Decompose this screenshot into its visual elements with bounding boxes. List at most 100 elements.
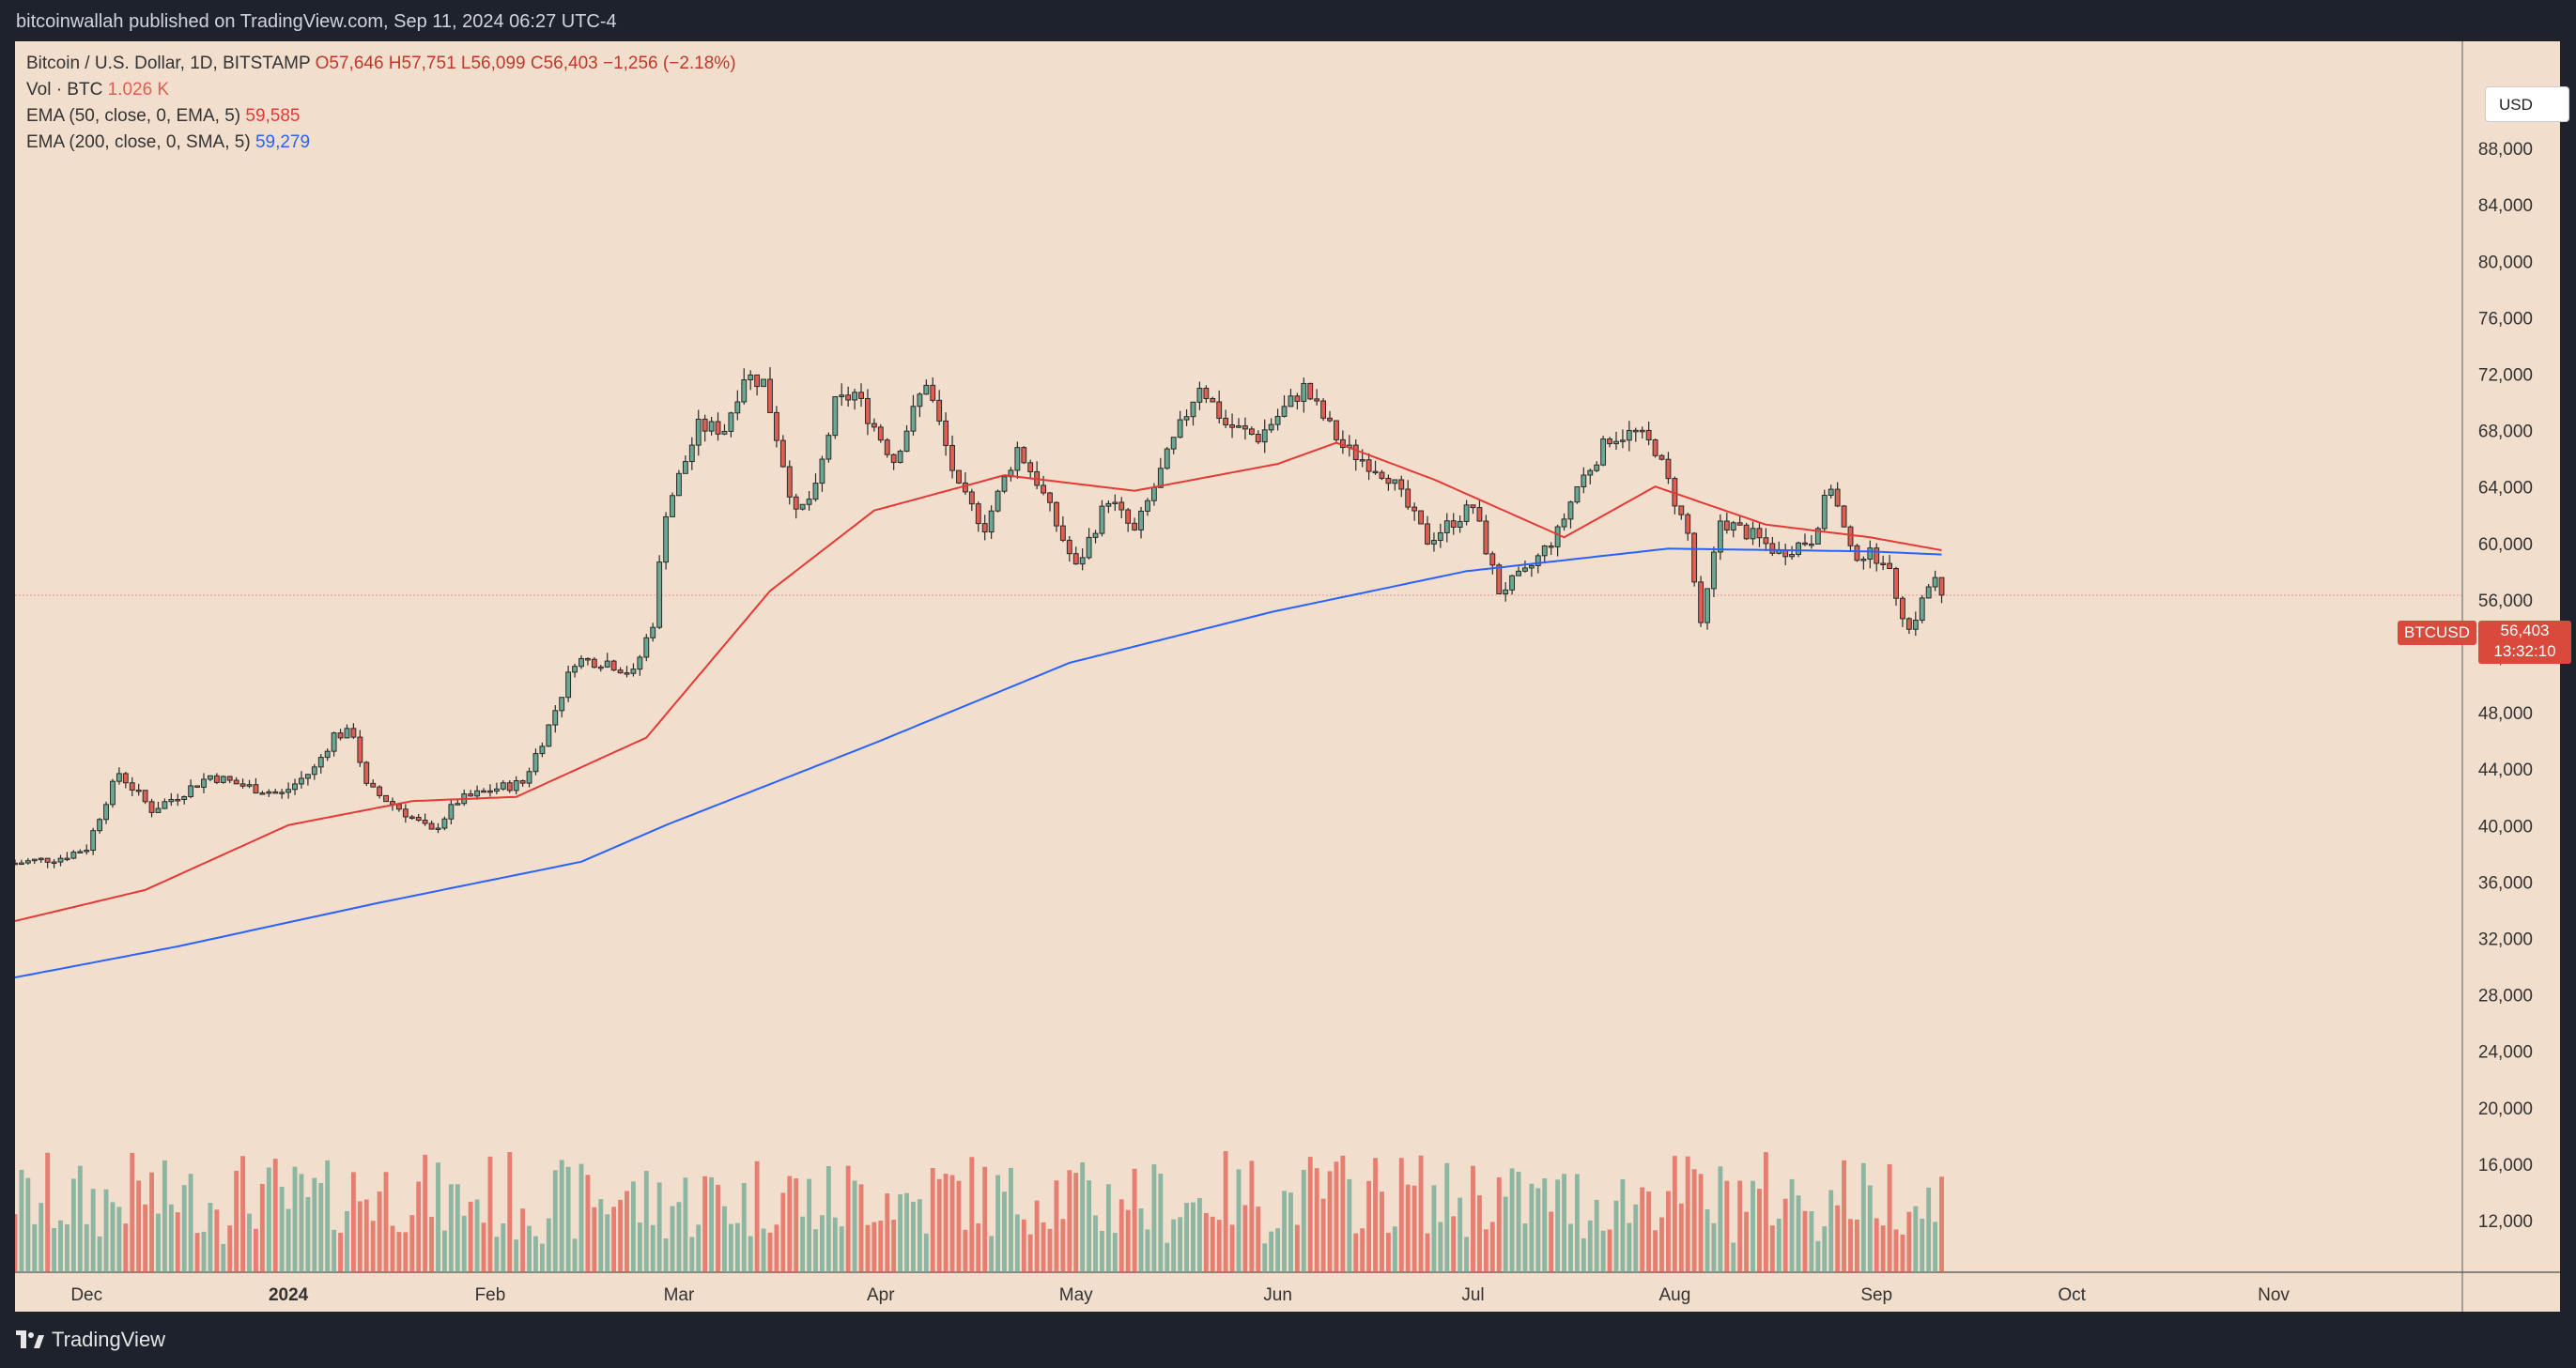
volume-bar xyxy=(1724,1180,1730,1272)
candle-body xyxy=(903,430,910,453)
volume-bar xyxy=(1646,1191,1652,1272)
tradingview-logo[interactable]: TradingView xyxy=(16,1328,165,1352)
volume-bar xyxy=(116,1207,122,1272)
candle-body xyxy=(1470,504,1476,509)
candle-body xyxy=(1443,520,1450,533)
volume-bar xyxy=(643,1171,649,1272)
volume-bar xyxy=(1627,1222,1632,1272)
candle-body xyxy=(552,710,559,726)
volume-bar xyxy=(481,1222,486,1272)
volume-bar xyxy=(403,1232,409,1272)
volume-bar xyxy=(292,1166,298,1272)
volume-bar xyxy=(175,1212,180,1272)
volume-bar xyxy=(774,1224,779,1272)
candle-body xyxy=(981,523,988,533)
volume-bar xyxy=(878,1221,884,1272)
publisher-text: bitcoinwallah published on TradingView.c… xyxy=(16,11,617,32)
candle-body xyxy=(871,423,877,428)
volume-bar xyxy=(345,1210,349,1272)
volume-bar xyxy=(357,1201,362,1272)
candle-body xyxy=(1392,479,1398,484)
candle-body xyxy=(910,406,917,432)
candle-body xyxy=(1352,444,1359,461)
volume-bar xyxy=(1763,1152,1768,1272)
candle-body xyxy=(1054,501,1059,527)
volume-bar xyxy=(527,1225,532,1272)
candle-body xyxy=(806,499,812,505)
volume-bar xyxy=(1418,1155,1424,1272)
volume-bar xyxy=(911,1201,916,1272)
candle-body xyxy=(865,397,871,424)
volume-bar xyxy=(1464,1237,1470,1272)
candle-body xyxy=(754,374,761,388)
volume-bar xyxy=(221,1243,226,1272)
ema200-label: EMA (200, close, 0, SMA, 5) xyxy=(26,132,251,152)
candle-body xyxy=(1334,420,1339,440)
currency-button[interactable]: USD xyxy=(2485,86,2569,122)
candle-body xyxy=(220,776,226,783)
volume-bar xyxy=(885,1193,890,1272)
candle-body xyxy=(532,753,539,773)
candle-body xyxy=(324,750,331,759)
candle-body xyxy=(1867,547,1874,561)
candle-body xyxy=(370,782,377,788)
price-chart[interactable]: 12,000 16,000 20,000 24,000 28,000 32,000 36,0… xyxy=(15,41,2560,1312)
volume-bar xyxy=(1132,1168,1137,1272)
candle-body xyxy=(877,426,884,441)
candle-body xyxy=(377,786,383,796)
x-tick-label: Mar xyxy=(664,1285,695,1305)
volume-bar xyxy=(312,1177,317,1272)
candle-body xyxy=(181,795,188,800)
candle-body xyxy=(1723,520,1730,530)
ema200-row[interactable]: EMA (200, close, 0, SMA, 5) 59,279 xyxy=(26,130,736,156)
candle-body xyxy=(643,637,650,658)
price-tag-value: 56,403 13:32:10 xyxy=(2478,621,2571,664)
candle-body xyxy=(311,766,317,776)
volume-bar xyxy=(390,1225,395,1272)
volume-bar xyxy=(1939,1176,1944,1272)
candle-body xyxy=(917,393,923,407)
candle-body xyxy=(1736,522,1743,526)
candle-body xyxy=(441,818,448,829)
volume-row[interactable]: Vol · BTC 1.026 K xyxy=(26,77,736,103)
candle-body xyxy=(943,420,949,446)
candle-body xyxy=(506,782,513,792)
volume-bar xyxy=(1327,1171,1333,1272)
candle-body xyxy=(539,745,546,755)
symbol-row[interactable]: Bitcoin / U.S. Dollar, 1D, BITSTAMP O57,… xyxy=(26,51,736,77)
candle-body xyxy=(832,396,839,437)
chart-pane[interactable]: 12,000 16,000 20,000 24,000 28,000 32,000 36,0… xyxy=(15,41,2571,1312)
candle-body xyxy=(474,790,481,797)
candle-body xyxy=(1808,543,1814,546)
candle-body xyxy=(103,804,109,821)
volume-bar xyxy=(572,1238,578,1272)
x-tick-label: Dec xyxy=(70,1285,102,1305)
candle-body xyxy=(51,861,57,865)
volume-bar xyxy=(1666,1191,1671,1272)
volume-bar xyxy=(1796,1195,1801,1272)
volume-bar xyxy=(754,1160,760,1272)
candle-body xyxy=(988,510,995,533)
candle-body xyxy=(1418,510,1424,525)
candle-body xyxy=(1281,406,1288,417)
candle-body xyxy=(1092,532,1099,538)
volume-bar xyxy=(1659,1217,1664,1272)
y-tick-label: 84,000 xyxy=(2478,196,2533,216)
volume-bar xyxy=(1600,1230,1606,1272)
candle-body xyxy=(1170,437,1177,450)
candle-body xyxy=(1457,520,1463,528)
candle-body xyxy=(1509,575,1516,591)
volume-bar xyxy=(1776,1218,1782,1272)
candle-body xyxy=(526,771,532,784)
volume-bar xyxy=(416,1181,422,1272)
volume-bar xyxy=(565,1166,571,1272)
volume-bar xyxy=(1398,1158,1404,1272)
volume-bar xyxy=(279,1186,285,1272)
candle-body xyxy=(1938,576,1945,596)
volume-bar xyxy=(501,1223,506,1272)
ema50-row[interactable]: EMA (50, close, 0, EMA, 5) 59,585 xyxy=(26,103,736,130)
volume-bar xyxy=(1685,1156,1690,1272)
candle-body xyxy=(852,392,858,401)
candle-body xyxy=(1411,506,1418,512)
volume-bar xyxy=(825,1165,831,1272)
